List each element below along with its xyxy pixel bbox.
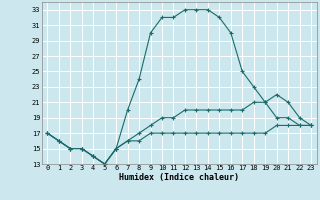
X-axis label: Humidex (Indice chaleur): Humidex (Indice chaleur): [119, 173, 239, 182]
